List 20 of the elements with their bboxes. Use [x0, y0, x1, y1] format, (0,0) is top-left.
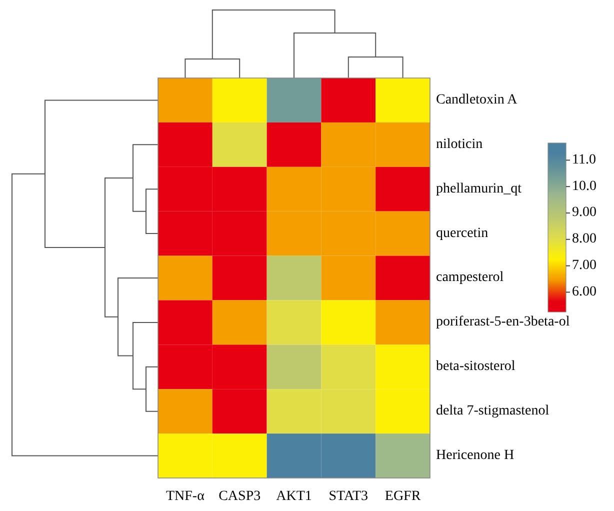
- y-tick-label: quercetin: [436, 226, 488, 241]
- x-tick-label: AKT1: [276, 489, 312, 504]
- color-bar-label: 8.00: [572, 232, 596, 247]
- y-tick-label: niloticin: [436, 136, 483, 152]
- y-tick-label: phellamurin_qt: [436, 181, 522, 196]
- y-tick-label: beta-sitosterol: [436, 359, 516, 374]
- color-bar-label: 6.00: [572, 284, 596, 300]
- color-bar-label: 9.00: [572, 205, 596, 220]
- y-tick-label: campesterol: [436, 270, 504, 286]
- x-tick-label: TNF-α: [166, 489, 206, 504]
- y-tick-label: delta 7-stigmastenol: [436, 404, 550, 419]
- color-bar-label: 11.0: [572, 152, 596, 168]
- y-tick-label: poriferast-5-en-3beta-ol: [436, 314, 570, 330]
- y-tick-label: Hericenone H: [436, 448, 514, 463]
- x-tick-label: STAT3: [328, 489, 368, 504]
- x-tick-label: CASP3: [218, 489, 261, 504]
- color-bar-label: 7.00: [572, 258, 596, 274]
- x-tick-label: EGFR: [384, 489, 422, 504]
- y-tick-label: Candletoxin A: [436, 92, 518, 108]
- color-bar-label: 10.0: [572, 178, 596, 194]
